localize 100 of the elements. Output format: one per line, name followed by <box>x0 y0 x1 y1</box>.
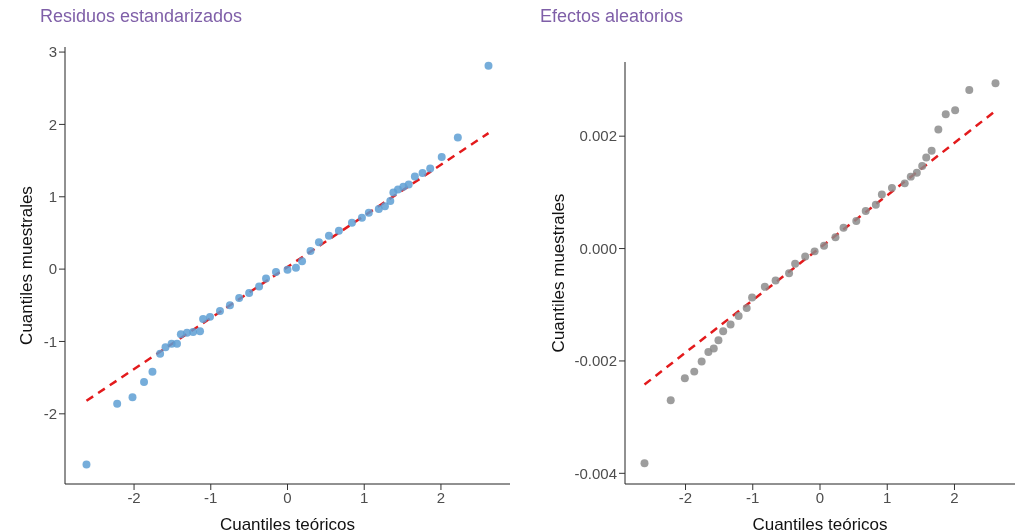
point <box>140 378 149 386</box>
y-tick-label: -0.004 <box>574 464 617 482</box>
x-axis-title: Cuantiles teóricos <box>752 515 888 530</box>
point <box>161 343 170 352</box>
point <box>418 168 427 177</box>
x-tick-label: -2 <box>678 488 693 506</box>
point <box>128 393 137 402</box>
y-tick-label: -1 <box>43 332 57 350</box>
x-tick-label: -1 <box>204 488 218 506</box>
point <box>298 257 307 266</box>
y-tick-label: -2 <box>43 405 57 423</box>
point <box>113 399 122 408</box>
point <box>991 79 1000 88</box>
point <box>697 357 706 366</box>
point <box>173 339 182 348</box>
point <box>196 327 205 336</box>
point <box>742 304 751 313</box>
point <box>726 320 735 329</box>
point <box>900 179 909 188</box>
point <box>719 327 728 336</box>
point <box>918 161 927 170</box>
point <box>801 252 810 261</box>
point <box>437 152 446 161</box>
point <box>906 172 915 181</box>
point <box>831 233 840 242</box>
point <box>225 301 234 310</box>
point <box>709 344 718 353</box>
y-tick-label: -0.002 <box>574 352 617 370</box>
point <box>484 61 493 70</box>
y-tick-label: 0.002 <box>579 127 617 145</box>
point <box>951 106 960 115</box>
point <box>283 265 292 274</box>
point <box>156 349 165 358</box>
x-tick-label: 2 <box>950 488 959 506</box>
y-tick-label: 0 <box>48 260 57 278</box>
y-axis-title: Cuantiles muestrales <box>17 186 37 345</box>
point <box>748 293 757 302</box>
point <box>760 282 769 291</box>
point <box>324 231 333 240</box>
point <box>82 460 91 469</box>
point <box>810 247 819 256</box>
x-tick-label: 1 <box>883 488 892 506</box>
point <box>714 336 723 345</box>
point <box>839 223 848 232</box>
point <box>785 269 794 278</box>
chart-title: Efectos aleatorios <box>540 6 684 27</box>
point <box>453 133 462 142</box>
x-tick-label: 2 <box>436 488 446 506</box>
point <box>704 347 713 356</box>
point <box>386 197 395 206</box>
point <box>734 312 743 320</box>
point <box>206 312 214 321</box>
point <box>148 367 157 376</box>
point <box>364 208 373 217</box>
point <box>380 202 389 211</box>
point <box>666 396 675 405</box>
point <box>306 247 315 256</box>
point <box>820 241 829 250</box>
point <box>771 276 780 285</box>
point <box>189 328 198 337</box>
point <box>374 205 383 214</box>
point <box>871 200 880 209</box>
x-tick-label: 0 <box>283 488 292 506</box>
point <box>680 374 689 383</box>
point <box>426 164 435 173</box>
point <box>640 459 649 468</box>
y-tick-label: 2 <box>48 115 57 133</box>
point <box>934 125 943 134</box>
y-tick-label: 3 <box>48 43 57 61</box>
point <box>927 146 936 155</box>
point <box>199 315 208 324</box>
point <box>877 190 886 199</box>
x-tick-label: -1 <box>746 488 760 506</box>
point <box>347 218 356 227</box>
point <box>912 168 921 177</box>
y-tick-label: 0.000 <box>579 239 617 257</box>
point <box>404 180 413 189</box>
point <box>255 282 264 291</box>
y-axis-title: Cuantiles muestrales <box>549 193 569 353</box>
point <box>690 367 699 376</box>
point <box>410 172 419 181</box>
point <box>262 274 271 283</box>
point <box>334 226 343 235</box>
point <box>314 238 323 247</box>
point <box>291 263 300 272</box>
point <box>861 206 870 215</box>
x-axis-title: Cuantiles teóricos <box>219 515 356 530</box>
y-tick-label: 1 <box>48 188 57 206</box>
point <box>215 307 224 316</box>
chart-title: Residuos estandarizados <box>40 6 243 27</box>
point <box>357 213 366 222</box>
point <box>245 289 254 297</box>
point <box>922 153 931 162</box>
point <box>941 110 950 119</box>
x-tick-label: -2 <box>127 488 141 506</box>
point <box>235 294 244 303</box>
point <box>887 183 896 192</box>
point <box>965 86 974 95</box>
point <box>272 268 280 276</box>
x-tick-label: 0 <box>815 488 825 506</box>
